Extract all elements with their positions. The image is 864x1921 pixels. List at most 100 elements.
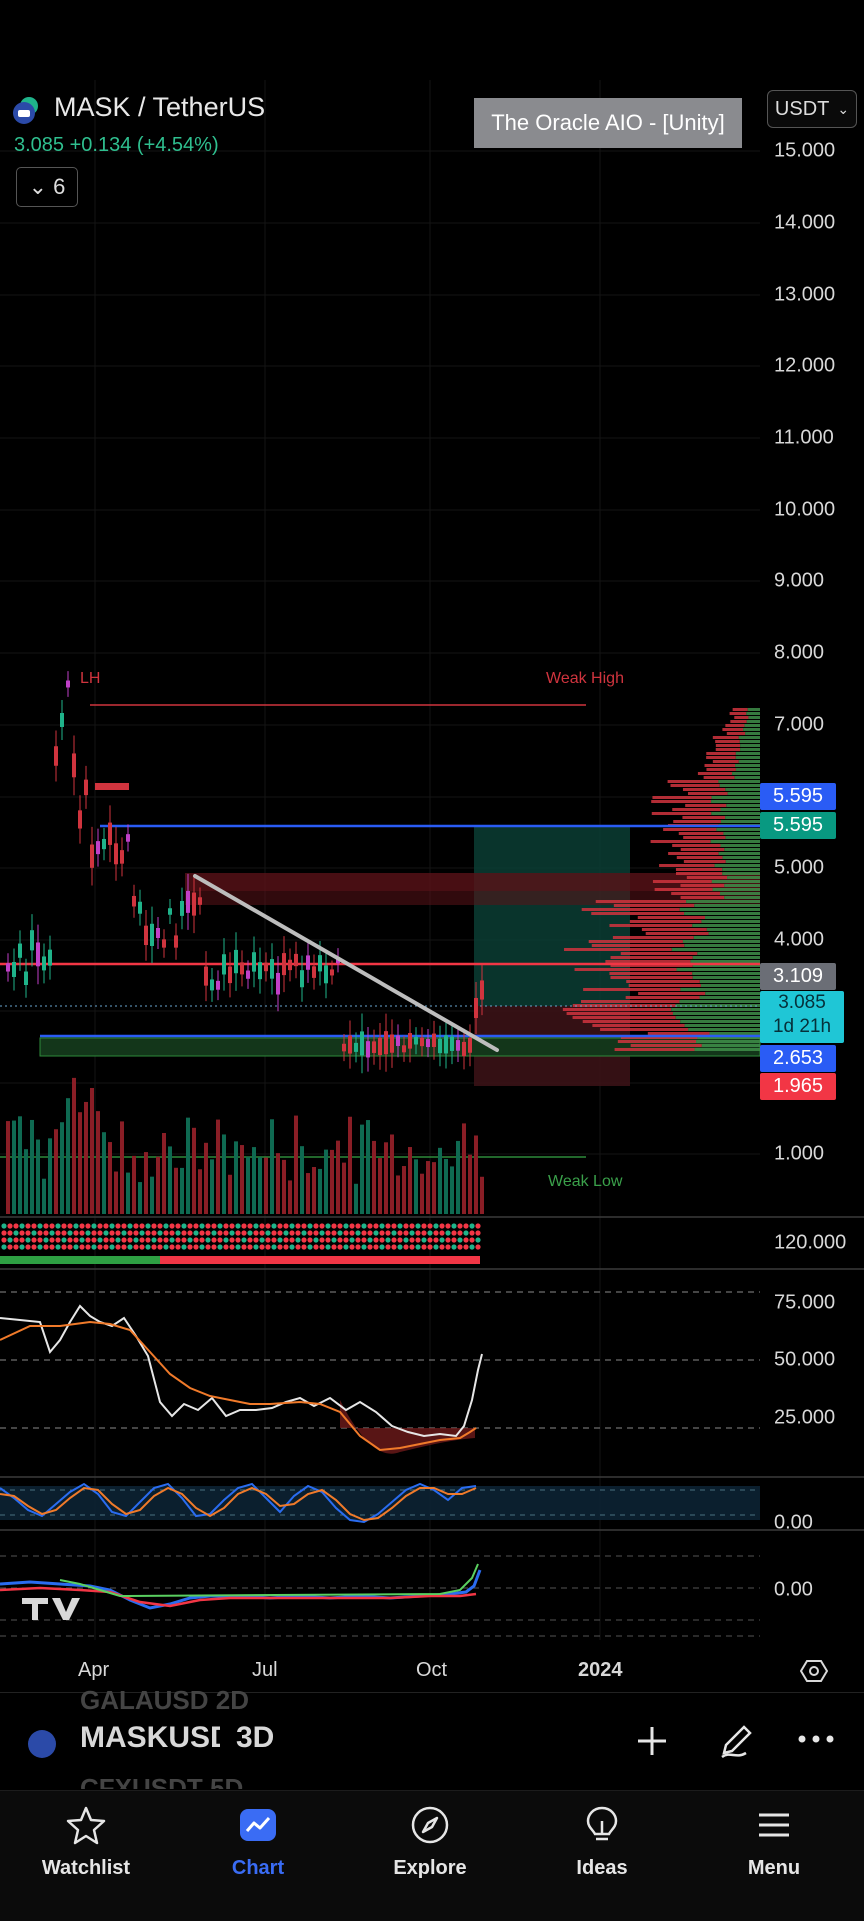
- signal-dot: [139, 1223, 145, 1229]
- time-axis-label: Oct: [416, 1659, 448, 1681]
- nav-label: Explore: [393, 1857, 467, 1879]
- candle-body: [396, 1035, 400, 1046]
- volume-bar: [132, 1155, 136, 1214]
- signal-dot: [379, 1230, 385, 1236]
- level-badge-red: 1.965: [760, 1073, 836, 1100]
- signal-dot: [355, 1230, 361, 1236]
- nav-watchlist[interactable]: Watchlist: [0, 1791, 172, 1921]
- signal-dot: [367, 1230, 373, 1236]
- nav-menu[interactable]: Menu: [688, 1791, 860, 1921]
- volume-profile-bar: [564, 948, 672, 951]
- chart-settings-icon[interactable]: [800, 1657, 828, 1685]
- current-timeframe[interactable]: 3D: [236, 1721, 275, 1754]
- volume-bar: [480, 1176, 484, 1214]
- volume-profile-bar: [626, 980, 700, 983]
- candle-body: [192, 892, 196, 916]
- candle-body: [420, 1037, 424, 1047]
- volume-profile-bar: [583, 988, 681, 991]
- signal-dot: [115, 1230, 121, 1236]
- add-icon[interactable]: [634, 1723, 670, 1759]
- last-price: 3.085: [14, 134, 65, 156]
- candle-body: [60, 713, 64, 727]
- signal-dot: [367, 1223, 373, 1229]
- signal-dot: [1, 1244, 7, 1250]
- nav-explore[interactable]: Explore: [344, 1791, 516, 1921]
- signal-dot: [79, 1237, 85, 1243]
- signal-dot: [235, 1223, 241, 1229]
- volume-profile-bar: [725, 836, 760, 839]
- current-symbol[interactable]: MASKUSD: [80, 1721, 220, 1754]
- candle-body: [312, 966, 316, 978]
- currency-select[interactable]: USDT ⌄: [767, 90, 857, 128]
- volume-profile-bar: [694, 1048, 760, 1051]
- indicators-toggle-button[interactable]: ⌄ 6: [16, 167, 78, 207]
- signal-dot: [25, 1223, 31, 1229]
- volume-bar: [432, 1162, 436, 1214]
- volume-profile-bar: [715, 748, 741, 751]
- signal-dot: [31, 1230, 37, 1236]
- volume-profile-bar: [740, 748, 760, 751]
- level-badge-blue: 5.595: [760, 783, 836, 810]
- volume-profile-bar: [746, 712, 760, 715]
- signal-dot: [175, 1230, 181, 1236]
- signal-dot: [403, 1237, 409, 1243]
- candle-body: [258, 962, 262, 980]
- volume-profile-bar: [572, 1004, 676, 1007]
- signal-dot: [49, 1223, 55, 1229]
- chevron-down-icon: ⌄: [28, 174, 48, 199]
- volume-bar: [426, 1161, 430, 1214]
- next-symbol[interactable]: CFXUSDT 5D: [80, 1773, 244, 1789]
- signal-dot: [181, 1223, 187, 1229]
- signal-dot: [403, 1230, 409, 1236]
- tradingview-watermark: [22, 1598, 80, 1620]
- signal-dot: [133, 1223, 139, 1229]
- prev-symbol[interactable]: GALAUSD 2D: [80, 1685, 250, 1715]
- signal-dot: [97, 1223, 103, 1229]
- signal-dot: [457, 1237, 463, 1243]
- symbol-title[interactable]: MASK / TetherUS: [54, 92, 266, 122]
- bottom-navigation: Watchlist Chart Explore Ideas Menu: [0, 1790, 864, 1921]
- volume-profile-bar: [680, 1020, 760, 1023]
- signal-dot: [445, 1230, 451, 1236]
- draw-pencil-icon[interactable]: [716, 1721, 756, 1761]
- signal-dot: [97, 1237, 103, 1243]
- signal-dot: [247, 1223, 253, 1229]
- more-options-icon[interactable]: [798, 1733, 834, 1745]
- volume-profile-bar: [676, 856, 723, 859]
- volume-profile-bar: [704, 916, 760, 919]
- rsi-axis-label: 50.000: [774, 1348, 836, 1371]
- signal-dot: [127, 1223, 133, 1229]
- signal-dot: [127, 1237, 133, 1243]
- symbol-switcher[interactable]: GALAUSD 2D MASKUSD 3D CFXUSDT 5D: [0, 1685, 864, 1789]
- nav-chart[interactable]: Chart: [172, 1791, 344, 1921]
- volume-profile-bar: [592, 1024, 685, 1027]
- signal-dot: [295, 1237, 301, 1243]
- volume-profile-bar: [720, 820, 760, 823]
- nav-ideas[interactable]: Ideas: [516, 1791, 688, 1921]
- volume-profile-bar: [676, 968, 760, 971]
- volume-profile-bar: [628, 984, 701, 987]
- candle-body: [282, 953, 286, 976]
- signal-dot: [85, 1230, 91, 1236]
- signal-dot: [193, 1237, 199, 1243]
- volume-bar: [366, 1120, 370, 1214]
- signal-dot: [193, 1244, 199, 1250]
- signal-dot: [469, 1244, 475, 1250]
- volume-bar: [114, 1171, 118, 1214]
- signal-dot: [409, 1244, 415, 1250]
- signal-dot: [463, 1223, 469, 1229]
- volume-profile-bar: [734, 776, 760, 779]
- candle-body: [132, 895, 136, 907]
- volume-bar: [66, 1098, 70, 1214]
- signal-dot: [415, 1230, 421, 1236]
- volume-profile-bar: [714, 864, 760, 867]
- signal-dot: [55, 1237, 61, 1243]
- price-chart[interactable]: [0, 0, 864, 1692]
- volume-profile-bar: [743, 728, 760, 731]
- volume-profile-bar: [701, 920, 760, 923]
- volume-bar: [102, 1132, 106, 1214]
- signal-dot: [301, 1244, 307, 1250]
- signal-dot: [7, 1244, 13, 1250]
- volume-bar: [408, 1147, 412, 1214]
- indicator-legend[interactable]: The Oracle AIO - [Unity]: [474, 98, 742, 148]
